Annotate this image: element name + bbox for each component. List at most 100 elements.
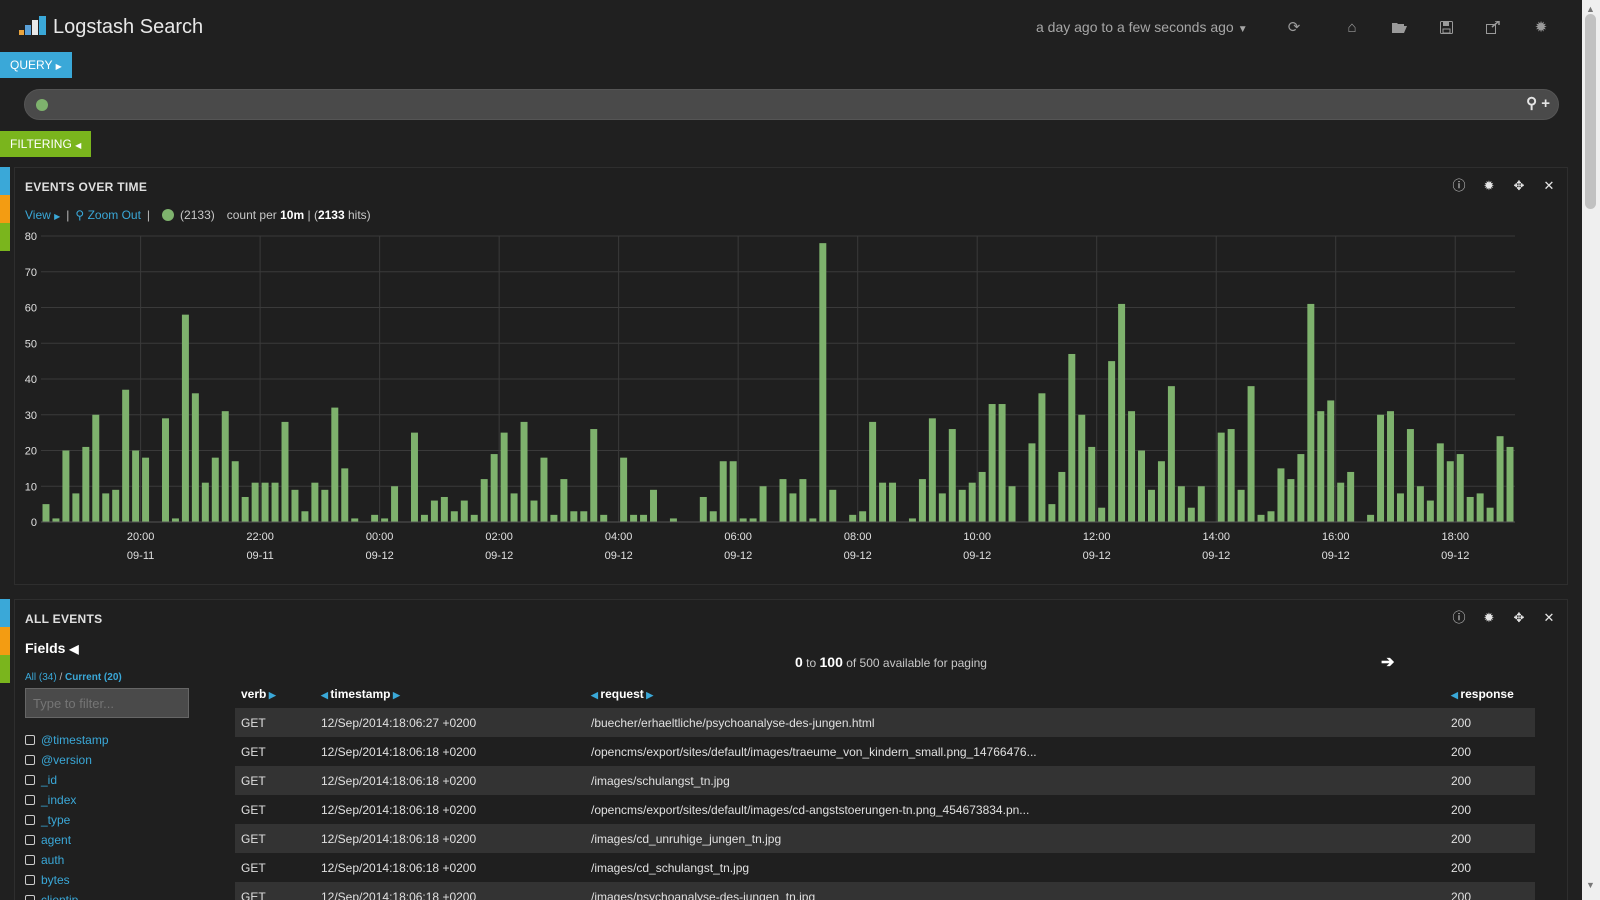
histogram-bar[interactable] xyxy=(1147,489,1155,522)
histogram-bar[interactable] xyxy=(391,486,399,522)
gear-icon[interactable]: ✹ xyxy=(1534,19,1548,36)
row-tab-filter-2[interactable] xyxy=(0,655,10,683)
scrollbar-thumb[interactable] xyxy=(1585,14,1596,209)
legend-color-dot[interactable] xyxy=(162,209,175,221)
histogram-bar[interactable] xyxy=(1068,353,1076,522)
view-dropdown[interactable]: View ▶ xyxy=(25,208,60,222)
field-checkbox[interactable] xyxy=(25,855,35,865)
histogram-bar[interactable] xyxy=(181,314,189,522)
histogram-bar[interactable] xyxy=(261,482,269,522)
histogram-bar[interactable] xyxy=(968,482,976,522)
histogram-bar[interactable] xyxy=(1237,489,1245,522)
query-color-dot[interactable] xyxy=(36,99,48,111)
search-icon[interactable]: ⚲ xyxy=(1526,95,1538,112)
histogram-bar[interactable] xyxy=(1138,450,1146,523)
histogram-bar[interactable] xyxy=(699,496,707,522)
info-icon[interactable]: ⓘ xyxy=(1452,610,1466,625)
field-checkbox[interactable] xyxy=(25,815,35,825)
histogram-bar[interactable] xyxy=(122,389,130,522)
histogram-bar[interactable] xyxy=(211,457,219,522)
histogram-bar[interactable] xyxy=(739,518,747,522)
histogram-bar[interactable] xyxy=(331,407,339,522)
histogram-bar[interactable] xyxy=(1396,493,1404,522)
histogram-bar[interactable] xyxy=(809,518,817,522)
histogram-bar[interactable] xyxy=(1108,361,1116,522)
move-right-icon[interactable]: ▶ xyxy=(643,690,654,700)
info-icon[interactable]: ⓘ xyxy=(1452,178,1466,193)
histogram-bar[interactable] xyxy=(550,514,558,522)
table-row[interactable]: GET 12/Sep/2014:18:06:18 +0200/images/psy… xyxy=(235,882,1535,900)
histogram-bar[interactable] xyxy=(1008,486,1016,522)
refresh-icon[interactable]: ⟳ xyxy=(1287,19,1301,36)
histogram-bar[interactable] xyxy=(52,518,60,522)
column-header-verb[interactable]: verb ▶ xyxy=(235,680,315,708)
field-checkbox[interactable] xyxy=(25,835,35,845)
page-scrollbar[interactable]: ▲ ▼ xyxy=(1582,0,1600,900)
histogram-bar[interactable] xyxy=(251,482,259,522)
histogram-bar[interactable] xyxy=(1337,482,1345,522)
histogram-bar[interactable] xyxy=(82,446,90,522)
histogram-bar[interactable] xyxy=(709,511,717,522)
query-toggle-button[interactable]: QUERY ▶ xyxy=(0,52,72,78)
table-row[interactable]: GET 12/Sep/2014:18:06:18 +0200/opencms/ex… xyxy=(235,795,1535,824)
histogram-bar[interactable] xyxy=(42,504,50,522)
histogram-bar[interactable] xyxy=(341,468,349,522)
row-tab-filter[interactable] xyxy=(0,223,10,251)
histogram-bar[interactable] xyxy=(460,500,468,522)
field-checkbox[interactable] xyxy=(25,775,35,785)
histogram-bar[interactable] xyxy=(819,243,827,522)
field-item[interactable]: _index xyxy=(25,790,109,810)
histogram-bar[interactable] xyxy=(1098,507,1106,522)
row-tab-orange[interactable] xyxy=(0,195,10,223)
histogram-bar[interactable] xyxy=(560,479,568,522)
histogram-bar[interactable] xyxy=(540,457,548,522)
histogram-bar[interactable] xyxy=(1177,486,1185,522)
histogram-bar[interactable] xyxy=(1048,504,1056,522)
histogram-bar[interactable] xyxy=(1406,429,1414,522)
histogram-bar[interactable] xyxy=(520,421,528,522)
save-icon[interactable] xyxy=(1435,17,1457,39)
move-right-icon[interactable]: ▶ xyxy=(390,690,400,700)
histogram-bar[interactable] xyxy=(928,418,936,522)
histogram-bar[interactable] xyxy=(1118,303,1126,522)
histogram-bar[interactable] xyxy=(1436,443,1444,522)
histogram-bar[interactable] xyxy=(570,511,578,522)
histogram-bar[interactable] xyxy=(1058,471,1066,522)
column-header-response[interactable]: ◀ response xyxy=(1445,680,1535,708)
field-checkbox[interactable] xyxy=(25,795,35,805)
folder-open-icon[interactable] xyxy=(1388,17,1410,39)
field-item[interactable]: agent xyxy=(25,830,109,850)
histogram-bar[interactable] xyxy=(620,457,628,522)
histogram-bar[interactable] xyxy=(530,500,538,522)
histogram-bar[interactable] xyxy=(590,429,598,522)
next-page-arrow-icon[interactable]: ➔ xyxy=(1381,654,1395,671)
table-row[interactable]: GET 12/Sep/2014:18:06:18 +0200/opencms/ex… xyxy=(235,737,1535,766)
histogram-bar[interactable] xyxy=(580,511,588,522)
histogram-bar[interactable] xyxy=(719,461,727,522)
gear-icon[interactable]: ✹ xyxy=(1483,610,1495,625)
histogram-bar[interactable] xyxy=(241,496,249,522)
histogram-bar[interactable] xyxy=(869,421,877,522)
histogram-bar[interactable] xyxy=(291,489,299,522)
histogram-bar[interactable] xyxy=(650,489,657,522)
histogram-bar[interactable] xyxy=(1038,393,1046,522)
histogram-bar[interactable] xyxy=(1416,486,1424,522)
close-icon[interactable]: ✕ xyxy=(1543,610,1555,625)
field-item[interactable]: _type xyxy=(25,810,109,830)
histogram-bar[interactable] xyxy=(351,518,359,522)
histogram-bar[interactable] xyxy=(271,482,279,522)
histogram-bar[interactable] xyxy=(171,518,179,522)
histogram-bar[interactable] xyxy=(321,489,329,522)
gear-icon[interactable]: ✹ xyxy=(1483,178,1495,193)
histogram-bar[interactable] xyxy=(958,489,966,522)
histogram-bar[interactable] xyxy=(1078,414,1086,522)
add-query-icon[interactable]: + xyxy=(1541,95,1550,112)
histogram-bar[interactable] xyxy=(1307,303,1315,522)
histogram-bar[interactable] xyxy=(600,514,608,522)
scroll-down-arrow-icon[interactable]: ▼ xyxy=(1586,880,1595,890)
home-icon[interactable]: ⌂ xyxy=(1347,19,1357,36)
query-input[interactable] xyxy=(57,93,1497,117)
histogram-bar[interactable] xyxy=(1257,514,1265,522)
histogram-bar[interactable] xyxy=(301,511,309,522)
row-tab-query-2[interactable] xyxy=(0,599,10,627)
